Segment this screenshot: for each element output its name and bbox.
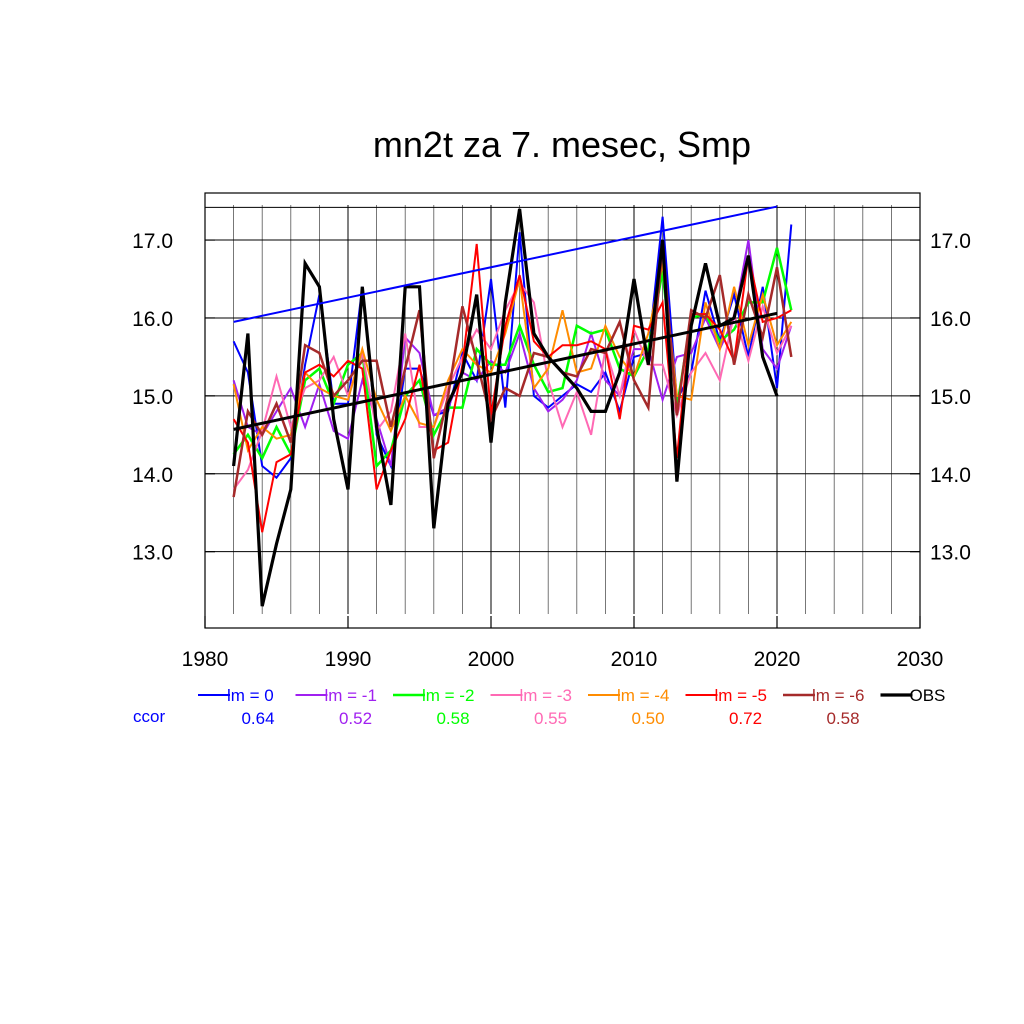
legend-ccor-value: 0.52 [339,709,372,728]
legend-label: lm = -5 [715,686,767,705]
y-tick-label-right: 13.0 [930,542,971,565]
y-tick-label-left: 13.0 [132,542,173,565]
legend-ccor-value: 0.72 [729,709,762,728]
y-tick-label-left: 16.0 [132,308,173,331]
series-line [232,263,793,454]
legend-label: lm = -3 [520,686,572,705]
legend-label: lm = 0 [227,686,274,705]
series-line [232,208,779,607]
legend-ccor-value: 0.58 [826,709,859,728]
y-tick-label-right: 17.0 [930,230,971,253]
plot-layer [232,205,793,607]
x-tick-label: 2030 [897,648,944,671]
legend-ccor-value: 0.64 [241,709,274,728]
series-line [232,239,793,467]
legend-label: OBS [910,686,946,705]
trend-line [233,205,778,323]
y-tick-label-left: 14.0 [132,464,173,487]
series-line [232,247,793,469]
x-tick-label: 1990 [325,648,372,671]
x-tick-label: 1980 [182,648,229,671]
chart-title: mn2t za 7. mesec, Smp [373,124,751,165]
legend-ccor-value: 0.58 [436,709,469,728]
legend-ccor-value: 0.50 [631,709,664,728]
legend-label: lm = -6 [812,686,864,705]
ccor-label: ccor [133,707,165,726]
y-tick-label-right: 14.0 [930,464,971,487]
y-tick-label-right: 15.0 [930,386,971,409]
trend-line [233,311,778,431]
series-line [232,243,793,498]
plot-frame [204,192,921,629]
legend-label: lm = -1 [325,686,377,705]
legend-ccor-value: 0.55 [534,709,567,728]
x-tick-label: 2020 [754,648,801,671]
x-tick-label: 2000 [468,648,515,671]
grid-layer [204,205,921,614]
series-line [232,281,793,490]
y-tick-label-left: 17.0 [132,230,173,253]
axes-layer: 1980 1990 2000 2010 2020 2030 13.0 13.0 14.0 14.0… [132,192,971,671]
y-tick-label-left: 15.0 [132,386,173,409]
legend-label: lm = -4 [617,686,669,705]
legend-label: lm = -2 [422,686,474,705]
y-tick-label-right: 16.0 [930,308,971,331]
x-tick-label: 2010 [611,648,658,671]
legend: lm = 0 0.64 lm = -1 0.52 lm = -2 0.58 lm = -3 0… [198,686,945,728]
